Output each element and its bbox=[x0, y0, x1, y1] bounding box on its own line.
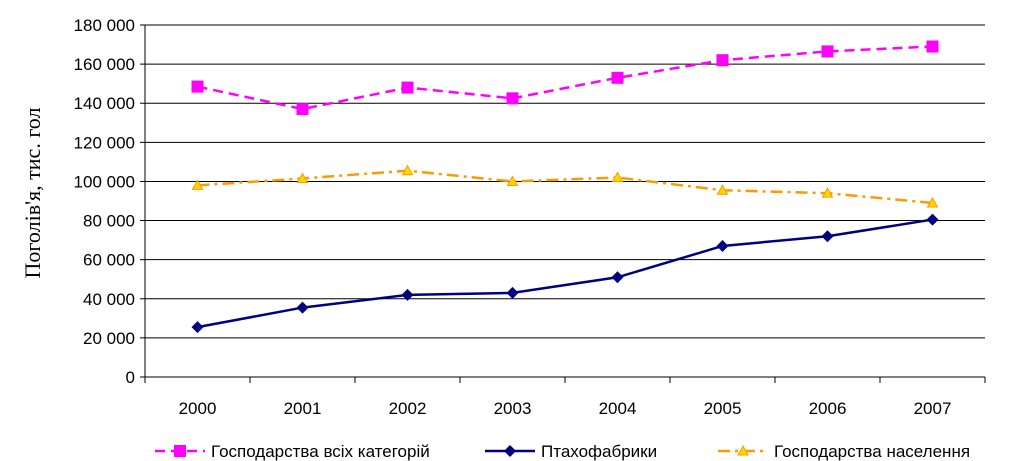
y-tick-labels: 0 20 000 40 000 60 000 80 000 100 000 120 000 1… bbox=[74, 16, 135, 387]
legend-item: Птахофабрики bbox=[485, 442, 657, 461]
data-point bbox=[296, 172, 309, 184]
data-point bbox=[401, 81, 414, 94]
x-tick-label: 2006 bbox=[809, 399, 847, 418]
data-point bbox=[611, 71, 624, 84]
series-group bbox=[191, 164, 939, 208]
legend-marker bbox=[174, 445, 186, 457]
x-tick-label: 2005 bbox=[704, 399, 742, 418]
x-tick-label: 2007 bbox=[914, 399, 952, 418]
data-point bbox=[821, 45, 834, 58]
x-tick-label: 2000 bbox=[179, 399, 217, 418]
legend-label: Господарства всіх категорій bbox=[211, 442, 430, 461]
series-group bbox=[191, 40, 939, 116]
series bbox=[191, 40, 939, 334]
legend-marker bbox=[504, 445, 516, 457]
data-point bbox=[611, 171, 624, 183]
data-point bbox=[191, 321, 204, 334]
data-point bbox=[926, 196, 939, 208]
series-line bbox=[197, 169, 933, 205]
data-point bbox=[821, 230, 834, 243]
legend-label: Господарства населення bbox=[774, 442, 970, 461]
legend-item: Господарства всіх категорій bbox=[155, 442, 430, 461]
data-point bbox=[506, 286, 519, 299]
data-point bbox=[296, 103, 309, 116]
data-point bbox=[191, 80, 204, 93]
y-tick-label: 20 000 bbox=[83, 329, 135, 348]
series-group bbox=[191, 213, 939, 334]
y-tick-label: 80 000 bbox=[83, 212, 135, 231]
x-tick-label: 2003 bbox=[494, 399, 532, 418]
data-point bbox=[611, 271, 624, 284]
data-point bbox=[716, 54, 729, 67]
data-point bbox=[821, 187, 834, 198]
y-tick-label: 40 000 bbox=[83, 290, 135, 309]
data-point bbox=[401, 164, 414, 176]
y-tick-label: 140 000 bbox=[74, 94, 135, 113]
data-point bbox=[506, 175, 519, 186]
data-point bbox=[506, 92, 519, 105]
legend-label: Птахофабрики bbox=[541, 442, 657, 461]
data-point bbox=[191, 179, 204, 190]
y-tick-label: 0 bbox=[126, 368, 135, 387]
y-tick-label: 180 000 bbox=[74, 16, 135, 35]
x-tick-label: 2002 bbox=[389, 399, 427, 418]
data-point bbox=[296, 301, 309, 314]
y-tick-label: 60 000 bbox=[83, 251, 135, 270]
x-tick-label: 2001 bbox=[284, 399, 322, 418]
x-tick-labels: 2000 2001 2002 2003 2004 2005 2006 2007 bbox=[179, 399, 952, 418]
y-tick-label: 160 000 bbox=[74, 55, 135, 74]
legend-item: Господарства населення bbox=[718, 442, 970, 461]
y-axis-label: Поголів'я, тис. гол bbox=[20, 108, 45, 279]
data-point bbox=[716, 184, 729, 195]
y-tick-label: 100 000 bbox=[74, 172, 135, 191]
x-tick-label: 2004 bbox=[599, 399, 637, 418]
data-point bbox=[716, 239, 729, 252]
axes bbox=[140, 24, 986, 383]
series-line bbox=[197, 218, 933, 329]
series-line bbox=[197, 45, 933, 111]
data-point bbox=[926, 40, 939, 53]
data-point bbox=[926, 213, 939, 226]
gridlines bbox=[145, 24, 985, 339]
data-point bbox=[401, 288, 414, 301]
legend-marker bbox=[737, 444, 749, 456]
y-tick-label: 120 000 bbox=[74, 133, 135, 152]
legend: Господарства всіх категорій Птахофабрики Г… bbox=[155, 442, 970, 461]
